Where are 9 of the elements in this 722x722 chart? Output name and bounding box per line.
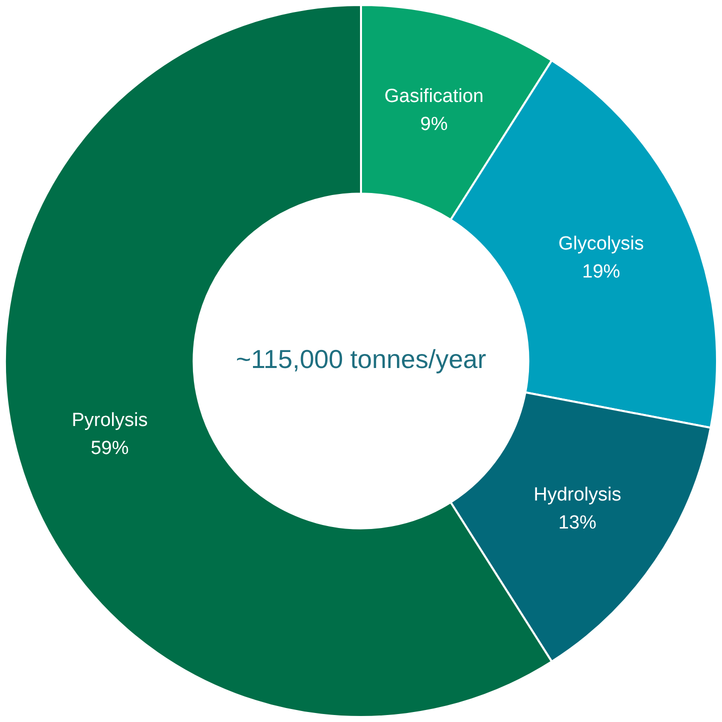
data-label: 9% bbox=[420, 114, 448, 135]
data-label: 13% bbox=[558, 512, 597, 534]
data-label: 59% bbox=[90, 438, 129, 460]
text: ~115,000 tonnes/year bbox=[236, 344, 487, 374]
data-label: 19% bbox=[582, 261, 620, 282]
slice-label: Hydrolysis bbox=[534, 484, 622, 506]
slice-label: Gasification bbox=[384, 86, 484, 107]
slice-label: Glycolysis bbox=[558, 233, 644, 254]
slice-label: Pyrolysis bbox=[72, 410, 148, 432]
